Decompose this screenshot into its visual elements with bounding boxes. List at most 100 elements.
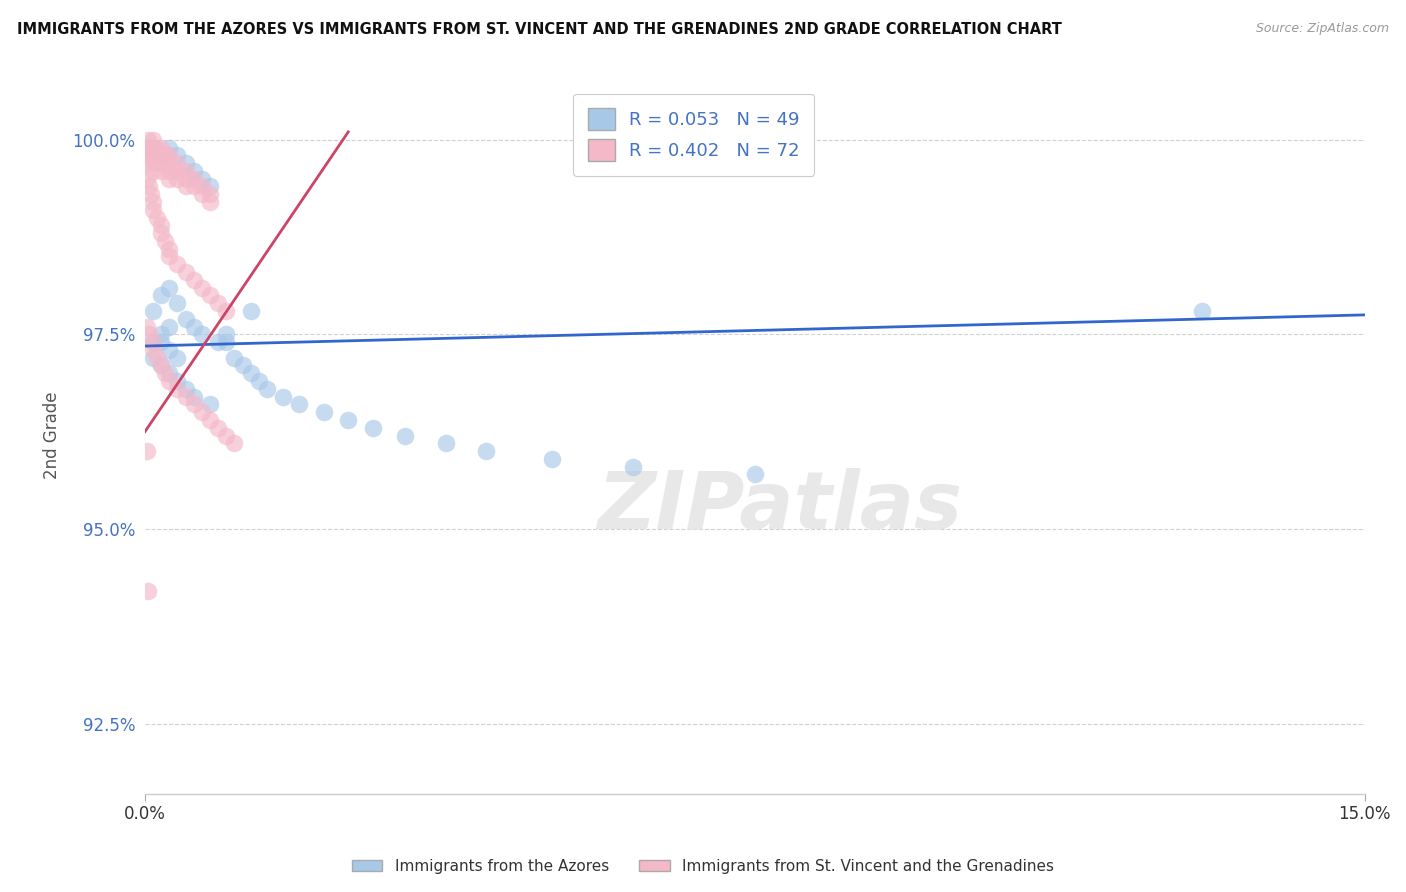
Point (394, 428, 416, 442)
Point (198, 288, 221, 302)
Point (166, 148, 188, 162)
Point (157, 366, 180, 380)
Point (207, 421, 229, 435)
Point (174, 171, 197, 186)
Point (146, 351, 169, 365)
Point (207, 335, 229, 350)
Point (142, 202, 165, 217)
Point (337, 413, 360, 427)
Point (198, 187, 221, 202)
Point (191, 405, 214, 419)
Point (150, 148, 173, 162)
Point (150, 164, 173, 178)
Point (166, 374, 188, 388)
Point (157, 164, 180, 178)
Point (166, 257, 188, 271)
Point (166, 296, 188, 310)
Point (166, 156, 188, 170)
Point (191, 327, 214, 342)
Legend: R = 0.053   N = 49, R = 0.402   N = 72: R = 0.053 N = 49, R = 0.402 N = 72 (574, 94, 814, 176)
Point (142, 335, 165, 350)
Point (312, 405, 335, 419)
Point (142, 335, 165, 350)
Point (135, 156, 157, 170)
Point (183, 397, 205, 411)
Point (139, 140, 162, 154)
Point (150, 148, 173, 162)
Point (142, 343, 165, 357)
Point (138, 327, 160, 342)
Point (150, 359, 173, 373)
Point (157, 280, 180, 294)
Point (166, 351, 188, 365)
Point (136, 140, 159, 154)
Point (183, 390, 205, 404)
Y-axis label: 2nd Grade: 2nd Grade (44, 392, 60, 479)
Point (215, 428, 238, 442)
Point (142, 194, 165, 209)
Point (155, 234, 177, 248)
Point (136, 319, 159, 334)
Point (183, 273, 205, 287)
Point (142, 156, 165, 170)
Point (183, 171, 205, 186)
Point (174, 164, 197, 178)
Point (288, 397, 311, 411)
Point (215, 335, 238, 350)
Point (183, 319, 205, 334)
Point (157, 242, 180, 256)
Point (150, 288, 173, 302)
Point (139, 148, 162, 162)
Text: Source: ZipAtlas.com: Source: ZipAtlas.com (1256, 22, 1389, 36)
Point (198, 397, 221, 411)
Point (142, 140, 165, 154)
Point (138, 148, 160, 162)
Point (157, 343, 180, 357)
Point (157, 319, 180, 334)
Point (136, 171, 159, 186)
Point (157, 156, 180, 170)
Point (150, 156, 173, 170)
Point (155, 366, 177, 380)
Point (744, 467, 766, 482)
Point (157, 171, 180, 186)
Point (174, 390, 197, 404)
Point (247, 374, 270, 388)
Point (166, 382, 188, 396)
Point (198, 179, 221, 194)
Point (191, 179, 214, 194)
Point (142, 140, 165, 154)
Point (215, 304, 238, 318)
Point (157, 140, 180, 154)
Point (198, 413, 221, 427)
Point (166, 171, 188, 186)
Point (138, 179, 160, 194)
Point (157, 250, 180, 264)
Point (142, 351, 165, 365)
Point (540, 451, 562, 466)
Point (239, 304, 262, 318)
Point (224, 351, 246, 365)
Point (239, 366, 262, 380)
Legend: Immigrants from the Azores, Immigrants from St. Vincent and the Grenadines: Immigrants from the Azores, Immigrants f… (346, 853, 1060, 880)
Point (150, 359, 173, 373)
Point (155, 156, 177, 170)
Text: ZIPatlas: ZIPatlas (596, 468, 962, 546)
Point (150, 327, 173, 342)
Point (142, 133, 165, 147)
Point (215, 327, 238, 342)
Point (1191, 304, 1213, 318)
Point (157, 374, 180, 388)
Point (621, 459, 644, 474)
Point (136, 133, 159, 147)
Point (150, 226, 173, 240)
Point (174, 179, 197, 194)
Point (232, 359, 254, 373)
Point (146, 140, 169, 154)
Point (135, 444, 157, 458)
Point (146, 148, 169, 162)
Point (361, 421, 384, 435)
Point (434, 436, 457, 450)
Point (207, 296, 229, 310)
Point (271, 390, 294, 404)
